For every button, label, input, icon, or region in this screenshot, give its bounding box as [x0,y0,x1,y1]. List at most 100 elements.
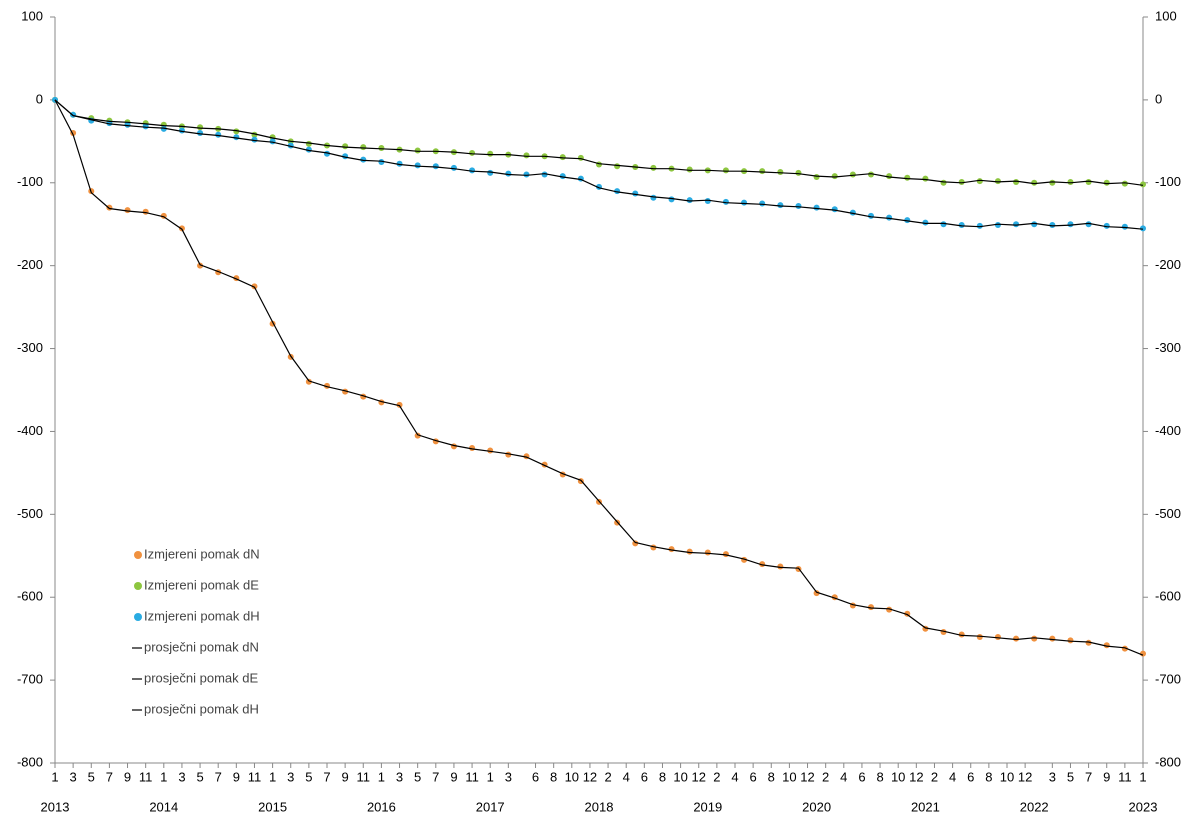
data-point [868,604,874,611]
data-point [1067,221,1074,228]
data-point [1013,178,1020,185]
data-point [1085,221,1092,228]
data-point [795,169,802,176]
y-tick-label: -200 [17,257,43,272]
y2-tick-label: 0 [1155,91,1162,106]
data-point [523,152,530,159]
data-point [795,202,802,209]
x-tick-label: 12 [691,769,705,784]
data-point [342,143,349,150]
data-point [614,163,621,170]
x-tick-label: 6 [858,769,865,784]
x-tick-label: 2 [822,769,829,784]
y2-tick-label: 100 [1155,8,1177,23]
data-point [1140,650,1146,657]
data-point [922,219,929,226]
x-tick-label: 1 [1139,769,1146,784]
x-tick-label: 3 [287,769,294,784]
data-point [487,169,494,176]
data-point [759,168,766,175]
year-label: 2013 [41,799,70,814]
data-point [976,222,983,229]
data-point [596,161,602,168]
data-point [958,178,965,185]
y-tick-label: -400 [17,423,43,438]
data-point [904,174,911,181]
data-point [1031,635,1038,642]
x-tick-label: 9 [124,769,131,784]
x-tick-label: 5 [305,769,312,784]
data-point [722,167,729,174]
y-tick-label: -500 [17,506,43,521]
x-tick-label: 2 [713,769,720,784]
x-tick-label: 1 [160,769,167,784]
x-tick-label: 3 [70,769,77,784]
y2-tick-label: -700 [1155,672,1181,687]
x-tick-label: 7 [106,769,113,784]
x-tick-label: 4 [623,769,630,784]
x-tick-label: 1 [51,769,58,784]
y2-tick-label: -500 [1155,506,1181,521]
data-point [450,164,457,171]
x-tick-label: 5 [1067,769,1074,784]
data-point [414,147,421,154]
data-point [432,163,439,170]
data-point [1067,178,1074,185]
data-point [1103,179,1110,186]
average-line [54,99,1144,186]
data-point [686,197,693,204]
data-point [976,634,983,641]
x-tick-label: 9 [450,769,457,784]
y2-tick-label: -800 [1155,754,1181,769]
data-point [777,202,784,209]
data-point [813,590,820,597]
x-tick-label: 12 [909,769,923,784]
legend-label: prosječni pomak dH [144,701,259,716]
data-point [886,214,893,221]
data-point [1085,639,1092,646]
x-tick-label: 9 [342,769,349,784]
data-point [1067,637,1074,644]
data-point [831,206,838,213]
data-point [360,144,367,151]
data-point [106,204,113,211]
x-tick-label: 4 [840,769,847,784]
data-point [197,124,204,131]
x-tick-label: 7 [432,769,439,784]
x-tick-label: 4 [949,769,956,784]
x-tick-label: 8 [985,769,992,784]
x-tick-label: 6 [967,769,974,784]
year-label: 2022 [1020,799,1049,814]
x-tick-label: 7 [215,769,222,784]
x-tick-label: 3 [396,769,403,784]
data-point [541,171,548,178]
x-tick-label: 12 [800,769,814,784]
data-point [632,540,639,547]
x-tick-label: 1 [269,769,276,784]
y2-tick-label: -300 [1155,340,1181,355]
data-point [251,283,258,290]
data-point [759,200,766,207]
data-point [1049,635,1056,642]
data-point [704,549,711,556]
data-point [360,156,367,163]
x-tick-label: 7 [1085,769,1092,784]
data-point [831,173,838,180]
data-point [994,178,1001,185]
data-point [777,169,784,176]
x-tick-label: 10 [673,769,687,784]
legend-swatch [134,551,142,559]
data-point [650,194,657,201]
data-point [523,171,530,178]
data-point [704,198,711,205]
data-point [922,175,929,182]
legend-label: prosječni pomak dE [144,670,258,685]
x-tick-label: 3 [1049,769,1056,784]
x-tick-label: 8 [659,769,666,784]
year-label: 2018 [585,799,614,814]
legend-label: Izmjereni pomak dN [144,546,260,561]
y-tick-label: 100 [21,8,43,23]
data-point [1031,179,1038,186]
data-point [976,178,983,185]
